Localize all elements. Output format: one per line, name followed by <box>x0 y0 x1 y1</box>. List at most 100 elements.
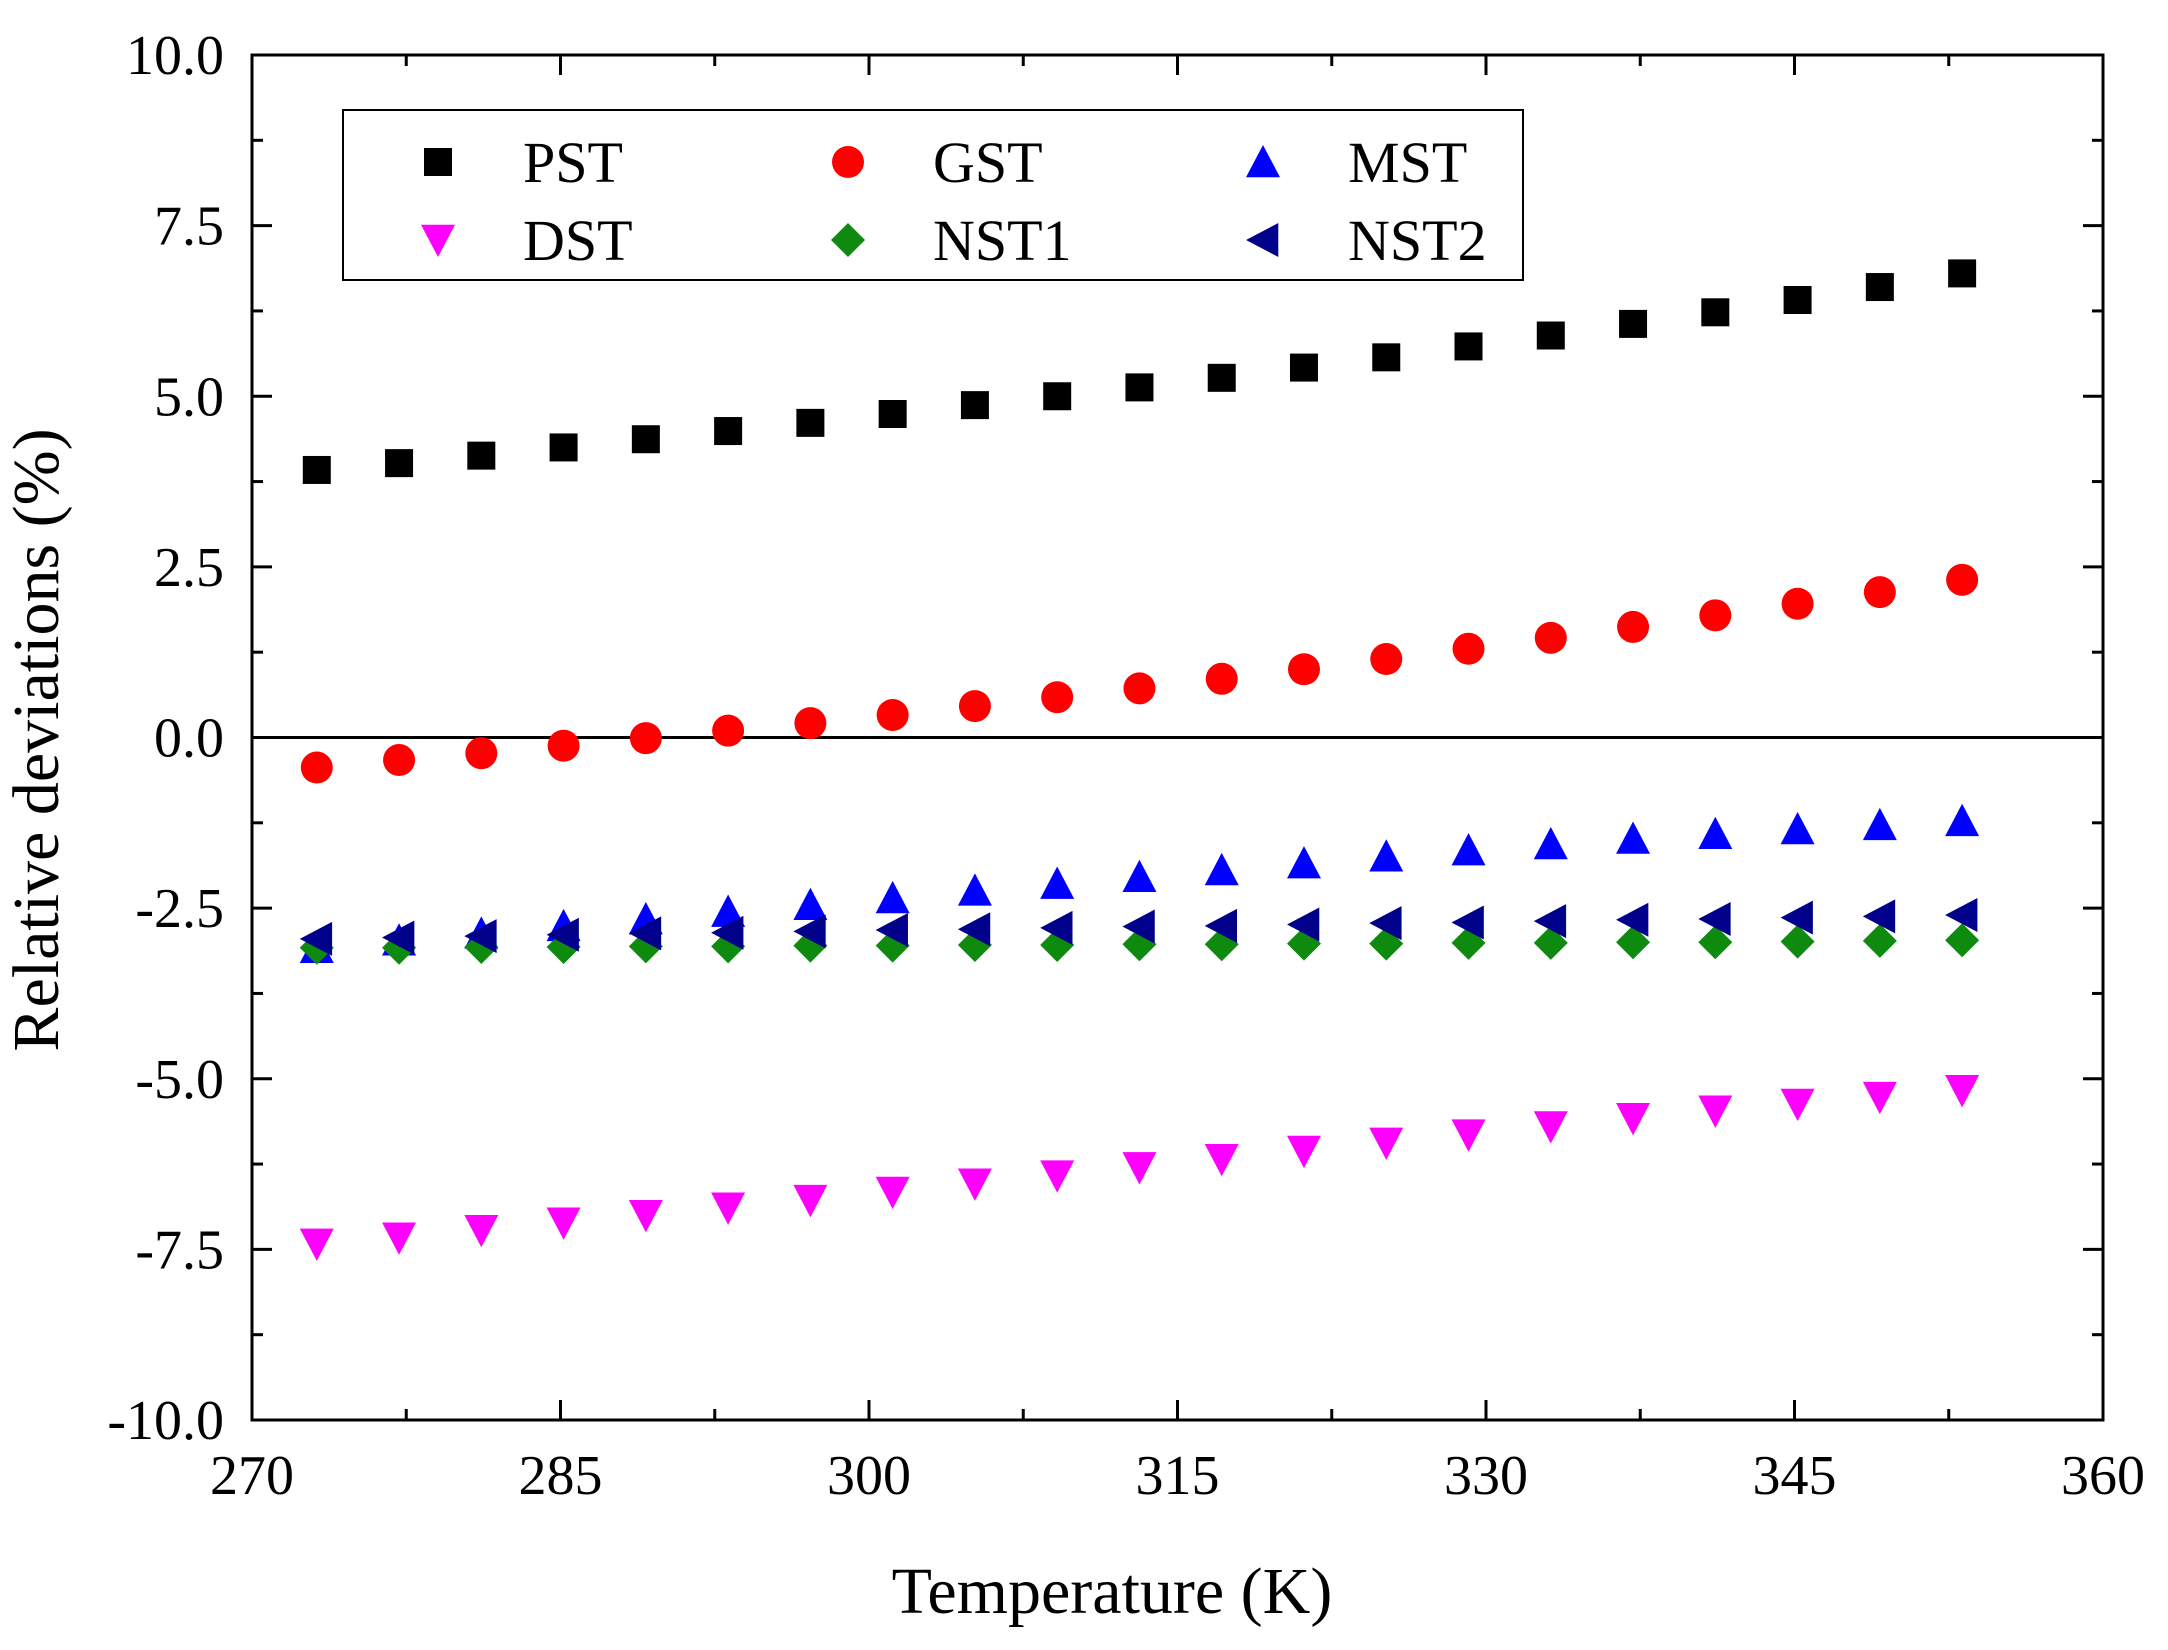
data-point-dst <box>1122 1152 1157 1185</box>
data-point-gst <box>794 707 827 740</box>
data-point-nst2 <box>793 914 826 949</box>
data-point-dst <box>1204 1143 1239 1177</box>
data-point-mst <box>1040 866 1075 899</box>
x-tick-label: 345 <box>1753 1445 1837 1507</box>
y-tick-label: -2.5 <box>135 878 224 940</box>
data-point-pst <box>796 408 825 437</box>
data-point-nst2 <box>1945 897 1978 932</box>
data-point-pst <box>467 441 496 470</box>
series-pst <box>302 259 1977 484</box>
data-point-nst1 <box>1698 925 1733 960</box>
data-point-gst <box>1287 653 1320 686</box>
x-tick-label: 285 <box>519 1445 603 1507</box>
data-point-gst <box>1041 681 1074 714</box>
data-point-dst <box>299 1228 334 1261</box>
x-tick-label: 300 <box>827 1445 911 1507</box>
data-point-gst <box>712 714 745 747</box>
data-point-gst <box>465 737 498 770</box>
data-point-mst <box>1945 803 1980 837</box>
data-point-nst2 <box>1780 900 1813 935</box>
data-point-mst <box>1616 821 1651 854</box>
data-point-mst <box>1286 846 1321 879</box>
data-point-pst <box>385 449 414 478</box>
data-point-nst2 <box>711 915 744 950</box>
data-point-pst <box>1043 382 1072 411</box>
data-point-nst2 <box>1533 904 1567 939</box>
data-point-nst2 <box>957 912 991 947</box>
data-point-pst <box>631 425 660 454</box>
data-point-mst <box>1122 859 1157 893</box>
data-point-dst <box>875 1176 910 1210</box>
legend: PST GST MST DST NST1 NST2 <box>342 109 1524 281</box>
data-point-pst <box>1619 309 1648 338</box>
data-point-nst2 <box>1040 910 1073 945</box>
data-point-pst <box>1207 363 1236 392</box>
data-point-nst2 <box>464 919 497 954</box>
data-point-mst <box>957 873 992 906</box>
data-point-dst <box>1780 1088 1815 1122</box>
data-point-dst <box>1862 1081 1897 1115</box>
data-point-pst <box>1536 321 1565 350</box>
data-point-dst <box>1945 1075 1980 1108</box>
data-point-mst <box>1204 852 1239 886</box>
legend-marker-nst1 <box>831 223 865 257</box>
data-point-dst <box>1451 1119 1486 1152</box>
data-point-gst <box>876 698 909 731</box>
data-point-nst2 <box>1698 902 1731 937</box>
data-point-pst <box>1289 353 1318 382</box>
y-tick-label: -7.5 <box>135 1219 224 1281</box>
data-point-dst <box>1616 1103 1651 1136</box>
data-point-nst1 <box>1780 924 1815 959</box>
data-point-gst <box>1699 599 1732 632</box>
data-point-mst <box>1698 816 1733 850</box>
data-point-dst <box>711 1192 746 1225</box>
data-point-gst <box>958 690 991 723</box>
data-point-gst <box>1617 610 1650 643</box>
data-point-dst <box>628 1199 663 1233</box>
data-point-nst2 <box>1286 907 1320 942</box>
data-point-pst <box>1865 273 1894 302</box>
data-point-nst2 <box>875 912 908 947</box>
data-point-nst2 <box>546 917 579 952</box>
data-point-nst2 <box>1369 906 1402 941</box>
axes-group: 270 285 300 315 330 345 360 -10.0 -7.5 -5.0 -2.5 0.… <box>107 25 2145 1507</box>
data-point-mst <box>1780 811 1815 845</box>
data-point-nst2 <box>1451 905 1484 940</box>
data-point-pst <box>1372 343 1401 372</box>
data-point-nst2 <box>299 921 333 956</box>
y-axis-title: Relative deviations (%) <box>0 428 73 1051</box>
data-point-gst <box>1205 662 1238 695</box>
legend-label-gst: GST <box>933 130 1043 195</box>
y-tick-label: -10.0 <box>107 1390 224 1452</box>
legend-label-nst1: NST1 <box>933 208 1072 273</box>
data-point-dst <box>1286 1135 1321 1169</box>
data-point-gst <box>1123 672 1156 705</box>
data-point-nst2 <box>382 920 415 955</box>
series-gst <box>300 563 1979 784</box>
data-point-dst <box>546 1207 581 1240</box>
y-tick-label: 0.0 <box>154 708 224 770</box>
x-tick-label: 360 <box>2061 1445 2145 1507</box>
data-point-pst <box>1125 373 1154 402</box>
data-point-nst1 <box>1616 925 1651 960</box>
y-tick-label: 5.0 <box>154 366 224 428</box>
data-point-dst <box>793 1184 828 1218</box>
legend-marker-mst <box>1246 145 1280 178</box>
data-points-group <box>299 259 1980 1261</box>
legend-marker-pst <box>424 148 452 176</box>
legend-label-nst2: NST2 <box>1348 208 1487 273</box>
data-point-mst <box>793 887 828 921</box>
data-point-mst <box>1369 839 1404 872</box>
y-tick-label: 7.5 <box>154 196 224 258</box>
data-point-pst <box>1783 286 1812 315</box>
data-point-nst2 <box>1616 902 1649 937</box>
series-nst2 <box>299 897 1978 956</box>
legend-marker-gst <box>832 146 864 178</box>
data-point-pst <box>878 399 907 428</box>
legend-label-mst: MST <box>1348 130 1467 195</box>
y-tick-label: 2.5 <box>154 537 224 599</box>
data-point-pst <box>302 455 331 484</box>
x-tick-label: 315 <box>1136 1445 1220 1507</box>
data-point-dst <box>1040 1160 1075 1193</box>
legend-marker-nst2 <box>1246 223 1279 257</box>
